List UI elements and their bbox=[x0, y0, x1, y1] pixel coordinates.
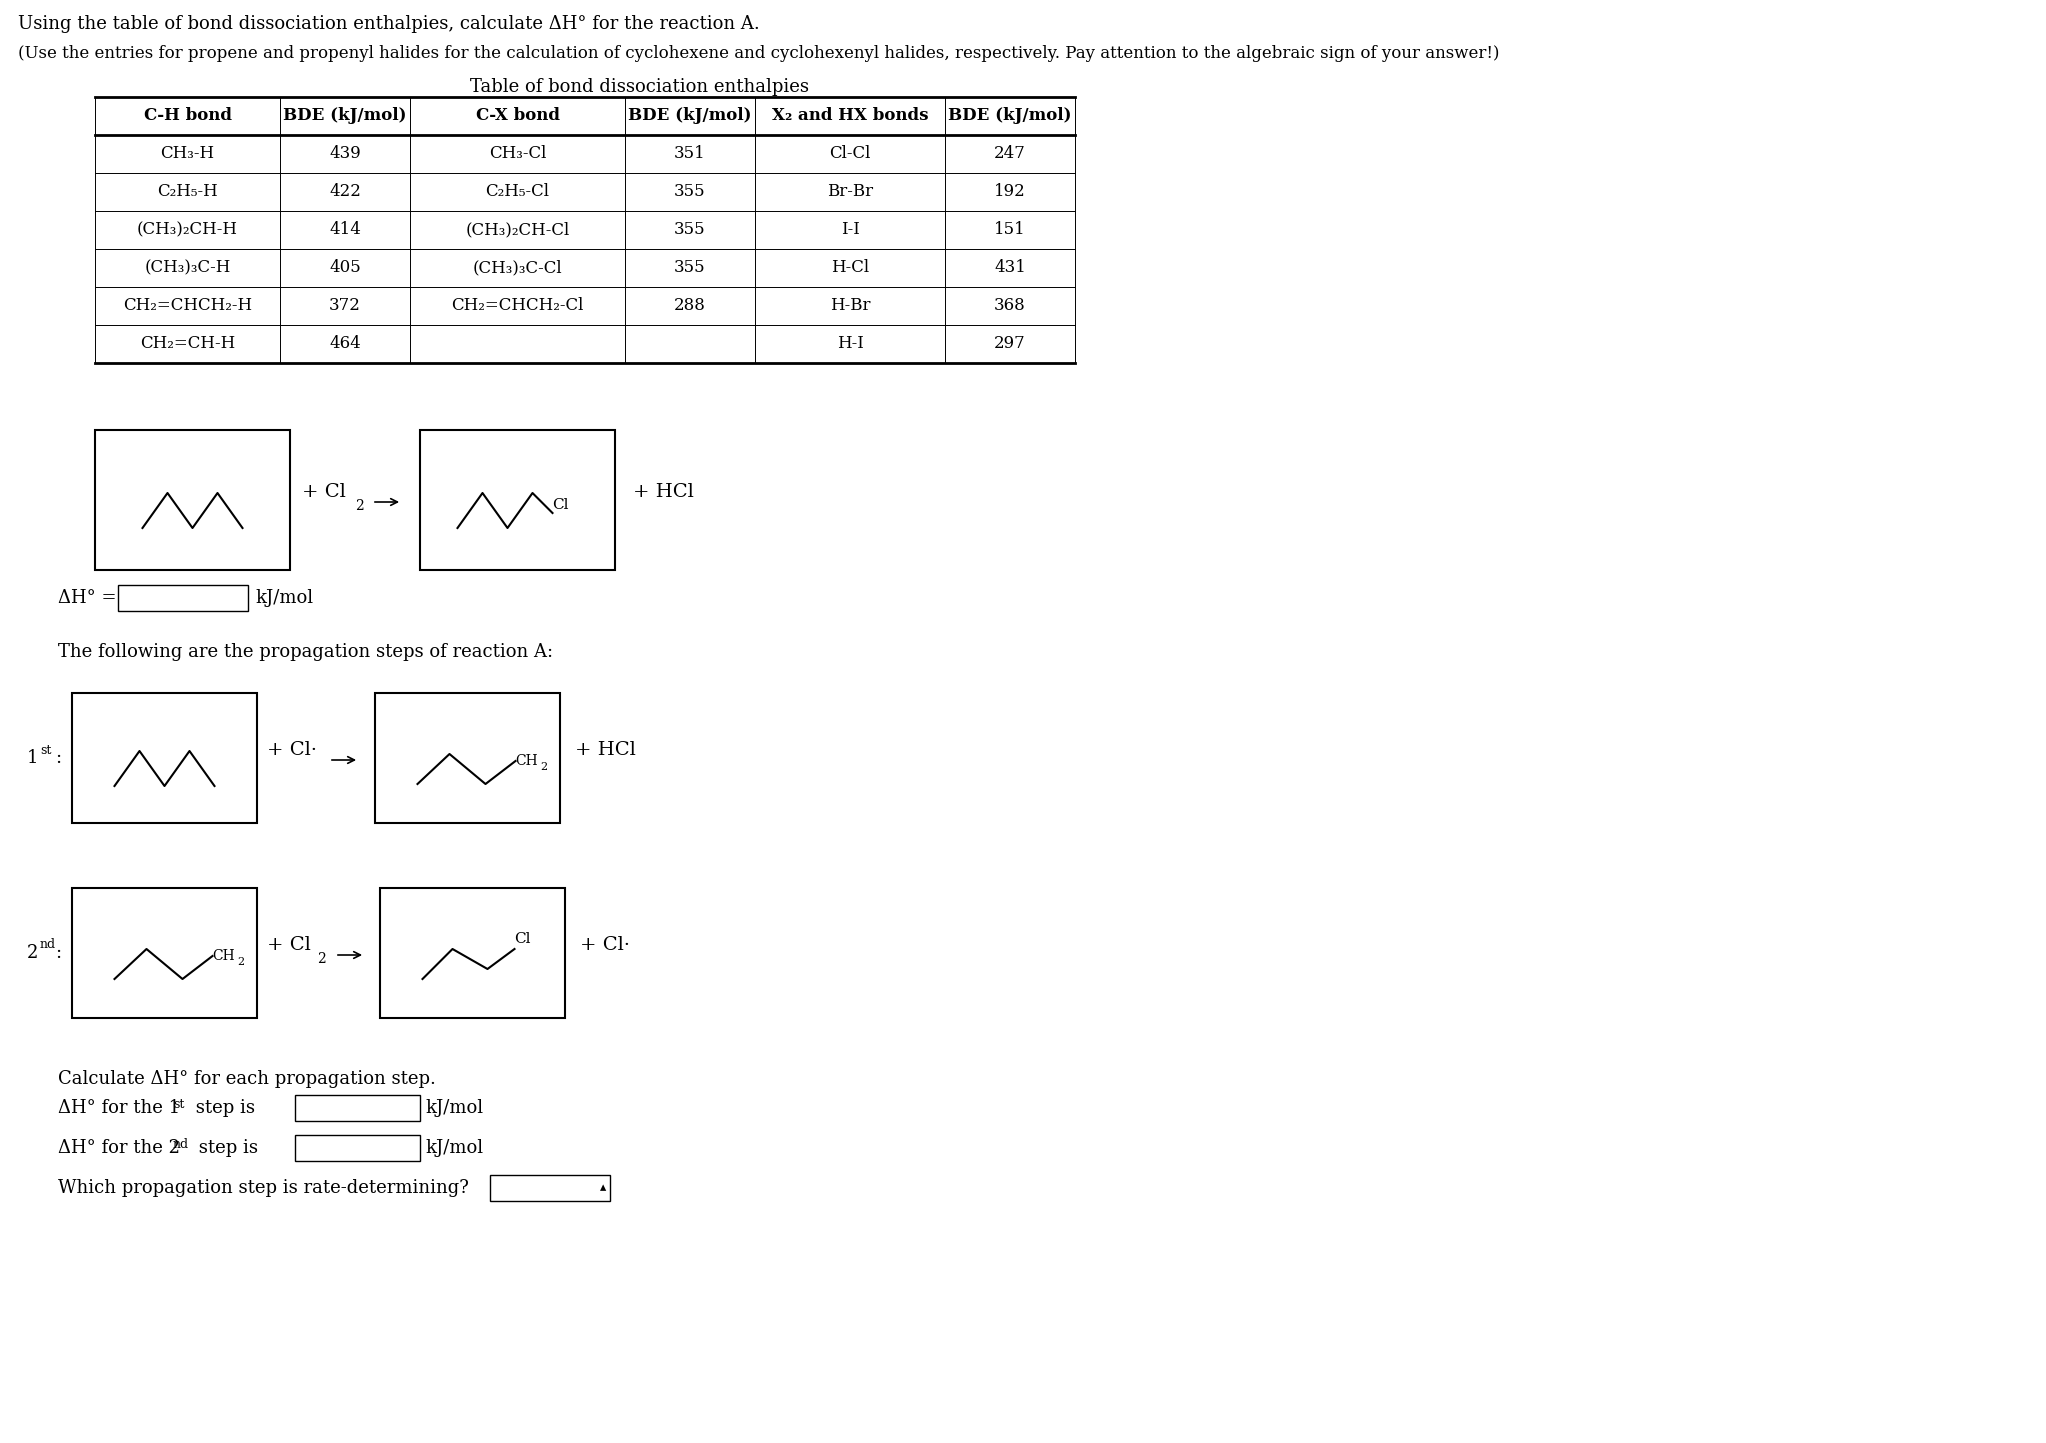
Text: Using the table of bond dissociation enthalpies, calculate ΔH° for the reaction : Using the table of bond dissociation ent… bbox=[18, 14, 759, 33]
Text: CH₂=CHCH₂-H: CH₂=CHCH₂-H bbox=[123, 297, 252, 315]
Text: st: st bbox=[41, 743, 51, 756]
Text: 355: 355 bbox=[675, 260, 706, 277]
Text: 247: 247 bbox=[994, 146, 1025, 163]
Text: H-I: H-I bbox=[837, 336, 863, 352]
Text: nd: nd bbox=[174, 1139, 188, 1152]
Bar bbox=[72, 693, 258, 823]
Text: + Cl: + Cl bbox=[266, 937, 311, 954]
Text: CH: CH bbox=[213, 949, 235, 962]
Text: 2: 2 bbox=[356, 499, 364, 514]
Text: + Cl·: + Cl· bbox=[579, 937, 630, 954]
Text: Which propagation step is rate-determining?: Which propagation step is rate-determini… bbox=[57, 1179, 469, 1198]
Text: st: st bbox=[174, 1098, 184, 1111]
Text: + HCl: + HCl bbox=[575, 742, 636, 759]
Text: + Cl: + Cl bbox=[303, 483, 346, 501]
Text: ΔH° for the 2: ΔH° for the 2 bbox=[57, 1139, 180, 1157]
Text: CH₃-Cl: CH₃-Cl bbox=[489, 146, 546, 163]
Text: Br-Br: Br-Br bbox=[827, 183, 874, 201]
Text: ΔH° for the 1: ΔH° for the 1 bbox=[57, 1100, 180, 1117]
Text: CH₂=CH-H: CH₂=CH-H bbox=[139, 336, 235, 352]
Text: (CH₃)₂CH-Cl: (CH₃)₂CH-Cl bbox=[464, 221, 569, 238]
Text: BDE (kJ/mol): BDE (kJ/mol) bbox=[628, 107, 751, 124]
Text: Cl-Cl: Cl-Cl bbox=[829, 146, 872, 163]
Text: CH₃-H: CH₃-H bbox=[160, 146, 215, 163]
Text: BDE (kJ/mol): BDE (kJ/mol) bbox=[947, 107, 1072, 124]
Text: 368: 368 bbox=[994, 297, 1025, 315]
Text: 2: 2 bbox=[27, 944, 39, 962]
Text: 414: 414 bbox=[329, 221, 360, 238]
Text: :: : bbox=[55, 944, 61, 962]
Text: Table of bond dissociation enthalpies: Table of bond dissociation enthalpies bbox=[471, 78, 810, 97]
Text: ▴: ▴ bbox=[599, 1182, 606, 1195]
Bar bbox=[119, 584, 248, 610]
Text: H-Br: H-Br bbox=[831, 297, 870, 315]
Text: C-H bond: C-H bond bbox=[143, 107, 231, 124]
Text: X₂ and HX bonds: X₂ and HX bonds bbox=[771, 107, 929, 124]
Text: I-I: I-I bbox=[841, 221, 859, 238]
Text: (CH₃)₃C-H: (CH₃)₃C-H bbox=[145, 260, 231, 277]
Text: 2: 2 bbox=[237, 957, 246, 967]
Text: + Cl·: + Cl· bbox=[266, 742, 317, 759]
Text: 464: 464 bbox=[329, 336, 360, 352]
Text: 1: 1 bbox=[27, 749, 39, 768]
Text: Cl: Cl bbox=[552, 498, 569, 512]
Text: kJ/mol: kJ/mol bbox=[426, 1100, 483, 1117]
Text: 192: 192 bbox=[994, 183, 1025, 201]
Text: C₂H₅-Cl: C₂H₅-Cl bbox=[485, 183, 550, 201]
Text: H-Cl: H-Cl bbox=[831, 260, 870, 277]
Text: The following are the propagation steps of reaction A:: The following are the propagation steps … bbox=[57, 644, 552, 661]
Text: nd: nd bbox=[41, 938, 55, 951]
Text: step is: step is bbox=[192, 1139, 258, 1157]
Text: + HCl: + HCl bbox=[632, 483, 694, 501]
Text: 151: 151 bbox=[994, 221, 1025, 238]
Bar bbox=[374, 693, 561, 823]
Text: 351: 351 bbox=[673, 146, 706, 163]
Text: 431: 431 bbox=[994, 260, 1025, 277]
Text: Cl: Cl bbox=[514, 932, 532, 947]
Text: C₂H₅-H: C₂H₅-H bbox=[158, 183, 217, 201]
Text: 288: 288 bbox=[673, 297, 706, 315]
Bar bbox=[419, 430, 616, 570]
Text: (CH₃)₂CH-H: (CH₃)₂CH-H bbox=[137, 221, 237, 238]
Text: (CH₃)₃C-Cl: (CH₃)₃C-Cl bbox=[473, 260, 563, 277]
Text: CH₂=CHCH₂-Cl: CH₂=CHCH₂-Cl bbox=[452, 297, 583, 315]
Text: kJ/mol: kJ/mol bbox=[426, 1139, 483, 1157]
Bar bbox=[489, 1175, 610, 1201]
Text: (Use the entries for propene and propenyl halides for the calculation of cyclohe: (Use the entries for propene and propeny… bbox=[18, 45, 1500, 62]
Text: :: : bbox=[55, 749, 61, 768]
Text: 2: 2 bbox=[540, 762, 548, 772]
Text: C-X bond: C-X bond bbox=[475, 107, 559, 124]
Text: 355: 355 bbox=[675, 221, 706, 238]
Text: CH: CH bbox=[516, 755, 538, 768]
Text: ΔH° =: ΔH° = bbox=[57, 589, 117, 608]
Text: 372: 372 bbox=[329, 297, 360, 315]
Text: 355: 355 bbox=[675, 183, 706, 201]
Text: 439: 439 bbox=[329, 146, 360, 163]
Bar bbox=[72, 887, 258, 1017]
Text: 297: 297 bbox=[994, 336, 1025, 352]
Text: BDE (kJ/mol): BDE (kJ/mol) bbox=[282, 107, 407, 124]
Bar bbox=[94, 430, 291, 570]
Text: 405: 405 bbox=[329, 260, 360, 277]
Bar bbox=[381, 887, 565, 1017]
Bar bbox=[295, 1136, 419, 1162]
Text: 422: 422 bbox=[329, 183, 360, 201]
Text: Calculate ΔH° for each propagation step.: Calculate ΔH° for each propagation step. bbox=[57, 1071, 436, 1088]
Text: 2: 2 bbox=[317, 952, 325, 965]
Bar bbox=[295, 1095, 419, 1121]
Text: step is: step is bbox=[190, 1100, 256, 1117]
Text: kJ/mol: kJ/mol bbox=[256, 589, 313, 608]
